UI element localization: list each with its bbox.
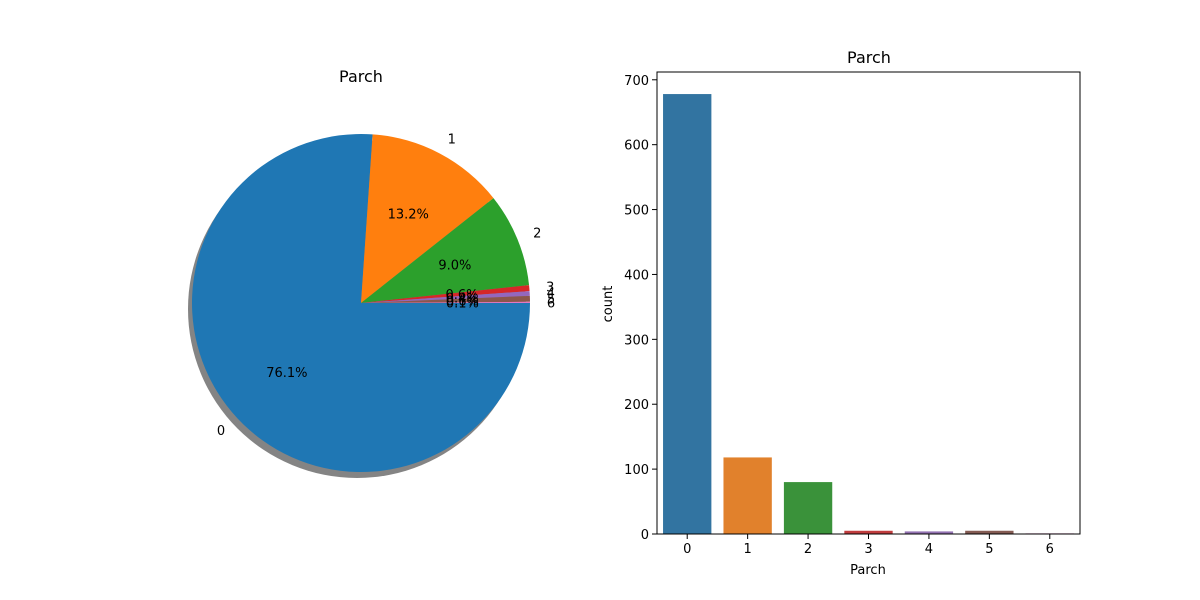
bar-0	[663, 94, 712, 534]
pie-percent-1: 13.2%	[388, 207, 429, 222]
pie-percent-6: 0.1%	[446, 297, 479, 312]
y-tick-label-400: 400	[624, 268, 649, 283]
pie-label-5: 5	[547, 292, 555, 307]
x-tick-label-4: 4	[925, 542, 933, 557]
bar-xlabel: Parch	[850, 563, 886, 578]
pie-slice-1	[361, 134, 494, 303]
pie-percent-labels: 76.1% 13.2% 9.0% 0.6%0.4%0.6%0.1%	[266, 207, 479, 381]
pie-slice-4	[361, 291, 530, 303]
bar-chart: Parch 0 100 200 300 400 500 600 700 0 1 2 3 4 5 6 Par…	[601, 48, 1081, 578]
x-tick-label-6: 6	[1046, 542, 1054, 557]
bar-title: Parch	[847, 48, 891, 67]
y-tick-label-700: 700	[624, 74, 649, 89]
bar-5	[965, 530, 1014, 534]
x-tick-label-5: 5	[985, 542, 993, 557]
y-tick-label-500: 500	[624, 204, 649, 219]
bar-x-axis: 0 1 2 3 4 5 6	[683, 534, 1054, 557]
bar-3	[844, 530, 893, 534]
pie-slices	[192, 133, 530, 473]
bar-y-axis: 0 100 200 300 400 500 600 700	[624, 74, 657, 543]
bar-ylabel: count	[601, 286, 616, 323]
x-tick-label-0: 0	[683, 542, 691, 557]
y-tick-label-200: 200	[624, 398, 649, 413]
pie-percent-2: 9.0%	[438, 259, 471, 274]
pie-percent-0: 76.1%	[266, 366, 307, 381]
pie-label-2: 2	[533, 227, 541, 242]
pie-slice-2	[361, 198, 530, 303]
pie-label-1: 1	[448, 133, 456, 148]
pie-slice-6	[361, 301, 530, 303]
y-tick-label-0: 0	[641, 528, 649, 543]
pie-label-0: 0	[217, 424, 225, 439]
pie-percent-4: 0.4%	[446, 291, 479, 306]
pie-slice-3	[361, 285, 530, 303]
bar-2	[783, 482, 833, 534]
pie-label-4: 4	[547, 287, 555, 302]
y-tick-label-300: 300	[624, 333, 649, 348]
y-tick-label-600: 600	[624, 139, 649, 154]
bar-4	[904, 531, 954, 534]
x-tick-label-1: 1	[744, 542, 752, 557]
pie-title: Parch	[339, 67, 383, 86]
pie-slice-5	[361, 295, 530, 303]
pie-label-6: 6	[547, 296, 555, 311]
pie-percent-5: 0.6%	[446, 294, 479, 309]
pie-percent-3: 0.6%	[445, 288, 478, 303]
bar-1	[723, 457, 772, 534]
x-tick-label-3: 3	[864, 542, 872, 557]
y-tick-label-100: 100	[624, 463, 649, 478]
pie-label-3: 3	[546, 281, 554, 296]
bar-bars	[663, 94, 1074, 534]
bar-plot-frame	[656, 71, 1081, 535]
x-tick-label-2: 2	[804, 542, 812, 557]
